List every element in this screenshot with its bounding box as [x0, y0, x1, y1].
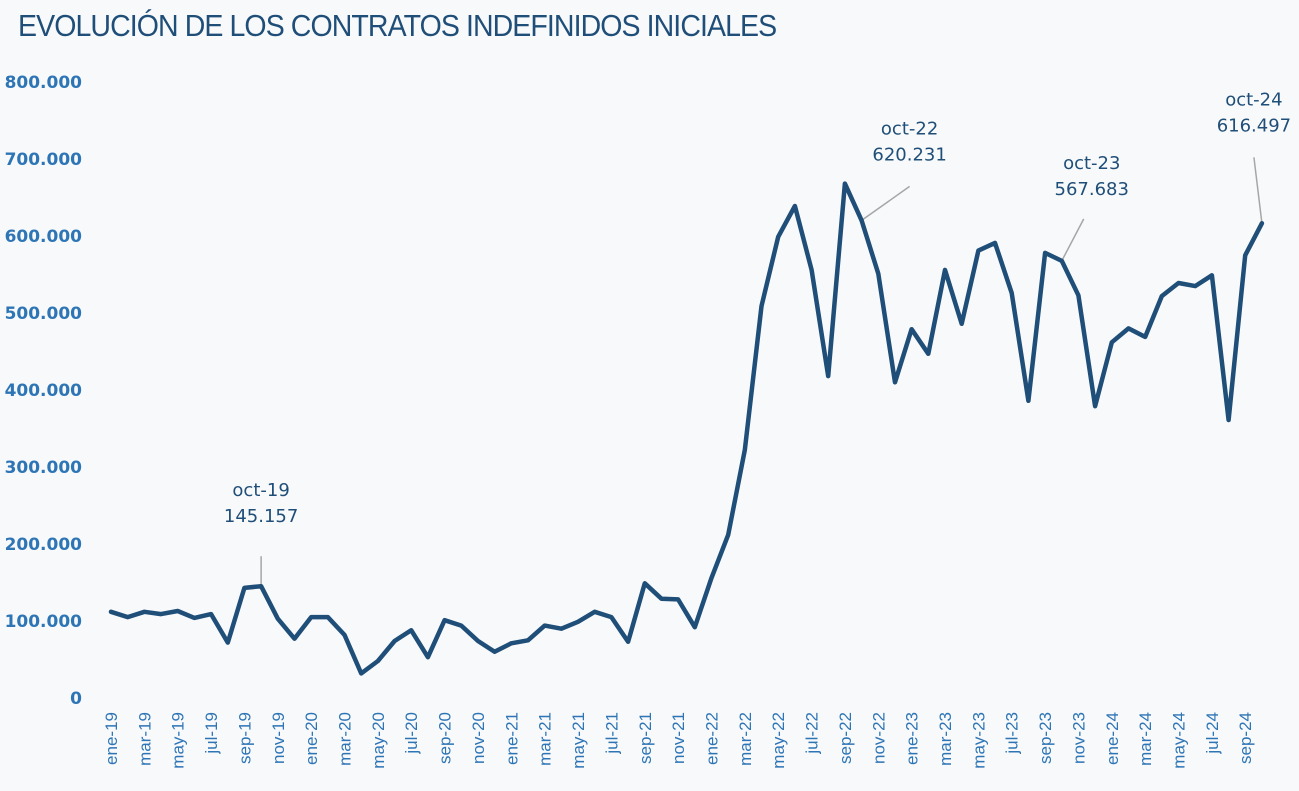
- annotation-value: 616.497: [1217, 115, 1291, 136]
- y-tick-label: 500.000: [5, 304, 83, 324]
- x-tick-label: sep-19: [235, 712, 254, 764]
- x-tick-label: mar-23: [936, 712, 955, 766]
- x-tick-label: sep-24: [1236, 712, 1255, 764]
- chart-title: EVOLUCIÓN DE LOS CONTRATOS INDEFINIDOS I…: [18, 8, 777, 43]
- y-tick-label: 100.000: [5, 612, 83, 632]
- annotation-label: oct-22: [881, 118, 938, 139]
- x-tick-label: may-23: [969, 712, 988, 769]
- x-tick-label: jul-20: [402, 712, 421, 755]
- x-tick-label: ene-23: [903, 712, 922, 765]
- y-tick-label: 400.000: [5, 381, 83, 401]
- x-tick-label: ene-19: [102, 712, 121, 765]
- y-tick-label: 300.000: [5, 458, 83, 478]
- x-tick-label: jul-22: [803, 712, 822, 755]
- y-tick-label: 0: [70, 689, 82, 709]
- x-axis: ene-19 mar-19 may-19 jul-19 sep-19 nov-19 ene-…: [102, 712, 1255, 769]
- x-tick-label: may-24: [1170, 712, 1189, 769]
- annotation-label: oct-24: [1225, 89, 1282, 110]
- series-line: [108, 181, 1265, 676]
- series-group: [108, 181, 1265, 676]
- annotation-value: 145.157: [224, 506, 298, 527]
- x-tick-label: mar-21: [536, 712, 555, 766]
- x-tick-label: jul-24: [1203, 712, 1222, 755]
- x-tick-label: sep-23: [1036, 712, 1055, 764]
- annotation-leaders: [260, 157, 1263, 587]
- x-tick-label: nov-20: [469, 712, 488, 764]
- x-tick-label: mar-19: [135, 712, 154, 766]
- x-tick-label: nov-19: [269, 712, 288, 764]
- x-tick-label: mar-22: [736, 712, 755, 766]
- annotation-value: 620.231: [872, 144, 946, 165]
- x-tick-label: jul-19: [202, 712, 221, 755]
- y-tick-label: 200.000: [5, 535, 83, 555]
- y-tick-label: 600.000: [5, 227, 83, 247]
- y-tick-label: 700.000: [5, 150, 83, 170]
- x-tick-label: may-19: [169, 712, 188, 769]
- x-tick-label: ene-20: [302, 712, 321, 765]
- x-tick-label: may-21: [569, 712, 588, 769]
- x-tick-label: ene-24: [1103, 712, 1122, 765]
- x-tick-label: mar-24: [1136, 712, 1155, 766]
- x-tick-label: mar-20: [336, 712, 355, 766]
- annotation-leader-line: [861, 185, 911, 222]
- annotation-leader-line: [1253, 157, 1263, 224]
- annotation-leader-line: [1061, 218, 1085, 262]
- annotation-value: 567.683: [1055, 179, 1129, 200]
- x-tick-label: sep-21: [636, 712, 655, 764]
- y-tick-label: 800.000: [5, 73, 83, 93]
- annotations: oct-19 145.157 oct-22 620.231 oct-23 567.683 o…: [224, 89, 1291, 527]
- x-tick-label: sep-22: [836, 712, 855, 764]
- annotation-label: oct-23: [1063, 153, 1120, 174]
- x-tick-label: jul-23: [1003, 712, 1022, 755]
- x-tick-label: ene-21: [502, 712, 521, 765]
- y-axis: 0 100.000 200.000 300.000 400.000 500.000 600.…: [5, 73, 83, 709]
- x-tick-label: sep-20: [436, 712, 455, 764]
- x-tick-label: nov-21: [669, 712, 688, 764]
- annotation-label: oct-19: [232, 480, 289, 501]
- x-tick-label: may-22: [769, 712, 788, 769]
- x-tick-label: jul-21: [602, 712, 621, 755]
- x-tick-label: nov-23: [1069, 712, 1088, 764]
- x-tick-label: ene-22: [702, 712, 721, 765]
- x-tick-label: nov-22: [869, 712, 888, 764]
- x-tick-label: may-20: [369, 712, 388, 769]
